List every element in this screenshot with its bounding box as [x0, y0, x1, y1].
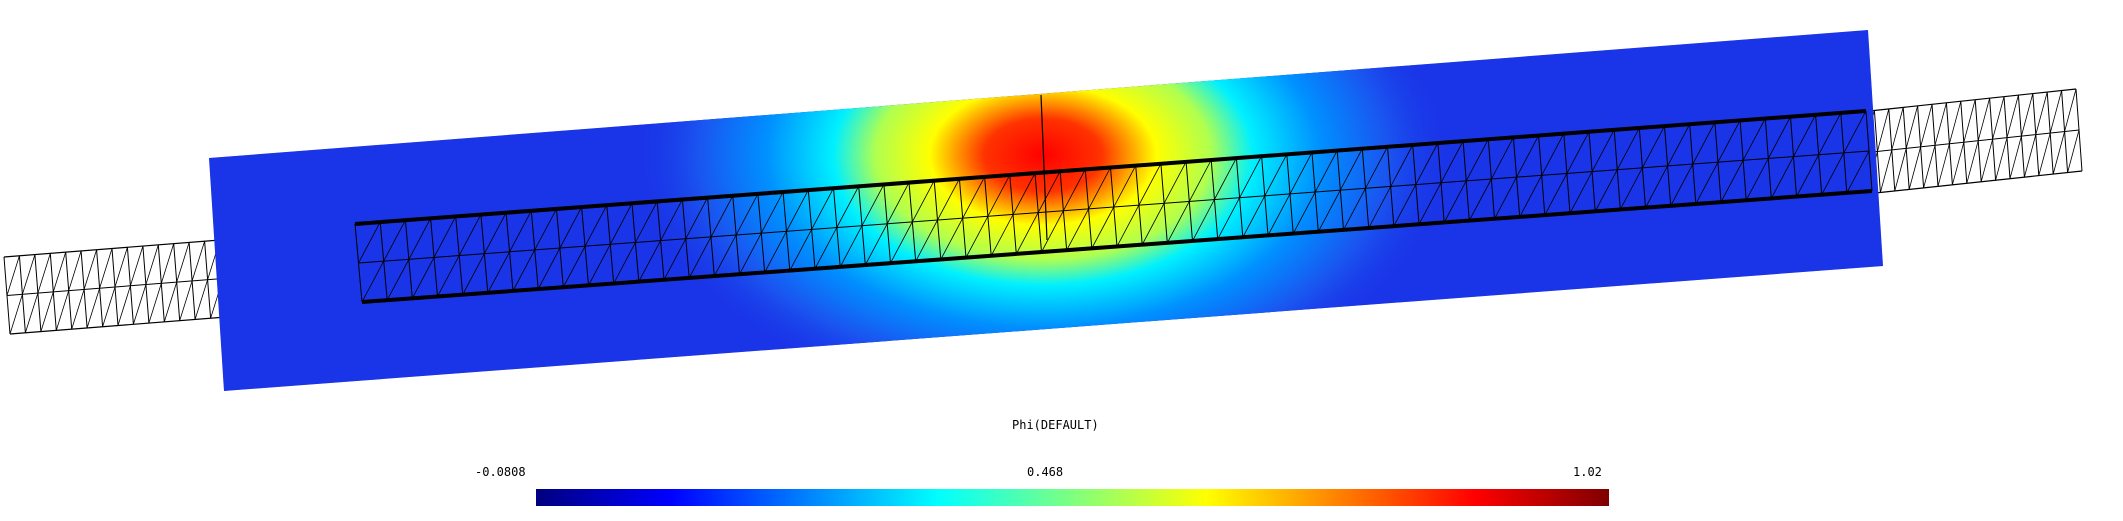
colorbar-max-label: 1.02	[1573, 465, 1602, 479]
colorbar-mid-label: 0.468	[1027, 465, 1064, 479]
field-domain	[209, 30, 1883, 391]
mesh-conductor-strip	[354, 109, 1873, 304]
mesh-right-tab	[1859, 88, 2083, 195]
field-name-label: Phi(DEFAULT)	[1012, 418, 1099, 432]
colorbar	[536, 489, 1609, 506]
mesh-left-tab	[3, 239, 227, 335]
colorbar-min-label: -0.0808	[475, 465, 526, 479]
